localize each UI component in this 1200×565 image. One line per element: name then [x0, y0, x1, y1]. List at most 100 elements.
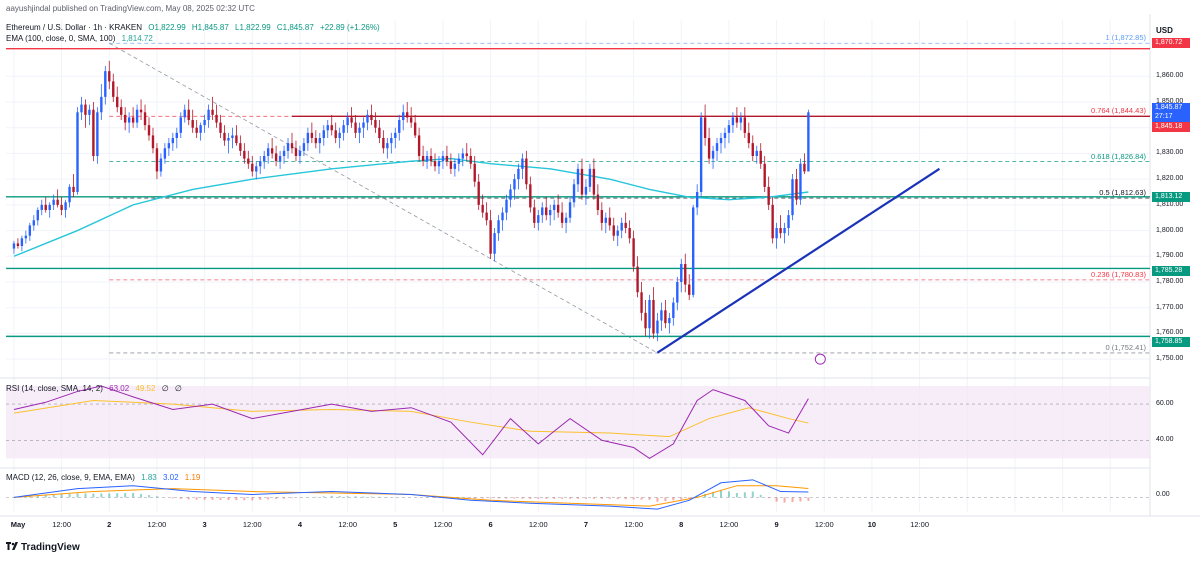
candle-body [247, 159, 249, 164]
price-tick-label: 1,760.00 [1156, 329, 1183, 336]
macd-histogram-bar [188, 497, 190, 499]
candle-body [406, 112, 408, 117]
candle-body [609, 218, 611, 226]
candle-body [648, 300, 650, 328]
macd-histogram-bar [69, 494, 71, 498]
time-tick-label: 12:00 [434, 520, 453, 529]
macd-histogram-bar [744, 492, 746, 497]
fib-level-label: 0.236 (1,780.83) [1091, 270, 1146, 279]
candle-body [752, 143, 754, 156]
candle-body [803, 164, 805, 172]
macd-histogram-bar [760, 495, 762, 498]
macd-line-value: 3.02 [163, 473, 179, 482]
candle-body [172, 138, 174, 143]
candle-body [434, 161, 436, 166]
price-tick-label: 1,780.00 [1156, 278, 1183, 285]
candle-body [13, 243, 15, 248]
candle-body [756, 151, 758, 156]
time-tick-label: 12:00 [148, 520, 167, 529]
candle-body [295, 148, 297, 156]
macd-histogram-bar [593, 497, 595, 498]
candle-body [771, 205, 773, 238]
candle-body [374, 120, 376, 128]
macd-histogram-bar [672, 497, 674, 500]
time-tick-label: 12:00 [338, 520, 357, 529]
candle-body [489, 220, 491, 253]
candle-body [358, 128, 360, 133]
time-tick-label: 12:00 [720, 520, 739, 529]
candle-body [418, 135, 420, 156]
candle-body [25, 236, 27, 239]
candle-body [565, 218, 567, 223]
macd-histogram-bar [259, 497, 261, 499]
ohlc-close: C1,845.87 [277, 23, 314, 32]
price-tick-label: 1,860.00 [1156, 72, 1183, 79]
macd-histogram-bar [315, 497, 317, 498]
candle-body [458, 159, 460, 164]
candle-body [740, 117, 742, 122]
macd-histogram-bar [156, 496, 158, 497]
support-2-tag: 1,785.28 [1152, 266, 1190, 276]
macd-histogram-bar [148, 495, 150, 497]
candle-body [509, 189, 511, 199]
symbol-legend[interactable]: Ethereum / U.S. Dollar · 1h · KRAKEN O1,… [6, 23, 384, 32]
time-tick-label: 12:00 [243, 520, 262, 529]
macd-histogram-bar [506, 497, 508, 498]
macd-histogram-bar [529, 497, 531, 498]
candle-body [493, 233, 495, 254]
rsi-tick-40: 40.00 [1156, 436, 1174, 443]
candle-body [624, 223, 626, 228]
macd-histogram-bar [108, 493, 110, 497]
candle-body [422, 156, 424, 161]
candle-body [323, 130, 325, 138]
candle-body [80, 105, 82, 113]
macd-histogram-bar [61, 494, 63, 497]
candle-body [311, 133, 313, 138]
candle-body [712, 151, 714, 159]
macd-histogram-bar [275, 497, 277, 499]
macd-histogram-bar [124, 493, 126, 497]
candle-body [597, 195, 599, 210]
candle-body [462, 153, 464, 158]
time-tick-label: 12:00 [52, 520, 71, 529]
candle-body [104, 71, 106, 97]
candle-body [76, 112, 78, 192]
tradingview-footer: TradingView [6, 541, 80, 553]
candle-body [231, 135, 233, 138]
macd-legend[interactable]: MACD (12, 26, close, 9, EMA, EMA) 1.83 3… [6, 473, 204, 482]
candle-body [783, 228, 785, 233]
macd-histogram-bar [291, 497, 293, 498]
candle-body [402, 112, 404, 120]
candle-body [338, 133, 340, 138]
ema-line [14, 159, 808, 257]
macd-histogram-bar [132, 493, 134, 497]
candle-body [549, 210, 551, 215]
macd-histogram-bar [585, 497, 587, 498]
candle-body [561, 213, 563, 223]
candle-body [366, 115, 368, 123]
candle-body [255, 166, 257, 171]
tradingview-wordmark: TradingView [21, 542, 80, 553]
candle-body [215, 115, 217, 123]
macd-histogram-bar [434, 497, 436, 498]
macd-histogram-bar [339, 496, 341, 497]
ema-legend[interactable]: EMA (100, close, 0, SMA, 100) 1,814.72 [6, 34, 157, 43]
time-tick-label: 12:00 [910, 520, 929, 529]
candle-body [581, 169, 583, 195]
candle-body [585, 187, 587, 195]
macd-histogram-bar [227, 497, 229, 500]
candle-body [60, 205, 62, 210]
candle-body [315, 138, 317, 143]
candle-body [184, 110, 186, 118]
price-tick-label: 1,800.00 [1156, 227, 1183, 234]
price-tick-label: 1,770.00 [1156, 304, 1183, 311]
candle-body [390, 138, 392, 143]
rsi-legend[interactable]: RSI (14, close, SMA, 14, 2) 63.02 49.52 … [6, 384, 186, 393]
candle-body [378, 128, 380, 138]
macd-histogram-value: 1.83 [141, 473, 157, 482]
support-3-tag: 1,758.85 [1152, 337, 1190, 347]
candle-body [287, 143, 289, 151]
candle-body [271, 148, 273, 153]
candle-body [501, 213, 503, 221]
candle-body [481, 205, 483, 213]
